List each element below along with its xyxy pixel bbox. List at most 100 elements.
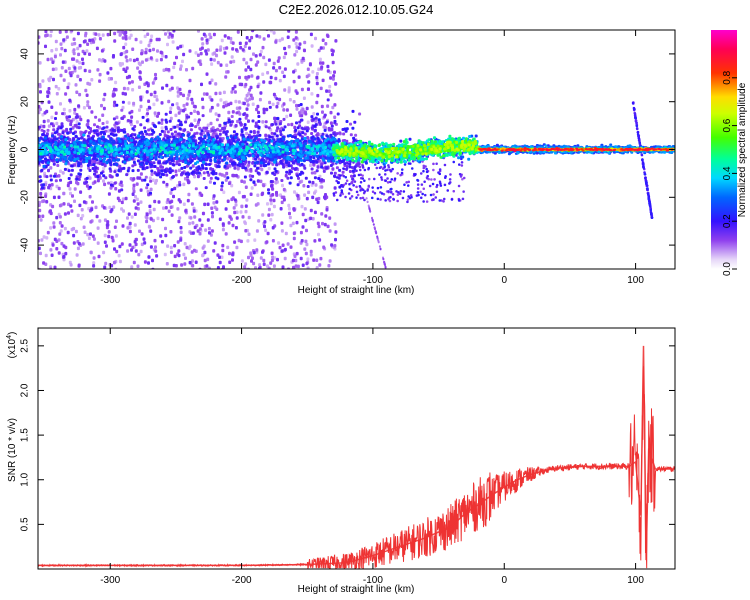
heatmap-cell — [160, 101, 164, 105]
heatmap-cell — [265, 107, 269, 112]
heatmap-cell — [269, 261, 273, 265]
heatmap-cell — [332, 192, 336, 195]
heatmap-cell — [366, 189, 369, 192]
heatmap-cell — [179, 44, 183, 49]
heatmap-cell — [137, 252, 141, 257]
heatmap-cell — [182, 202, 186, 206]
heatmap-cell — [155, 173, 159, 177]
heatmap-cell — [294, 258, 298, 263]
heatmap-cell — [98, 37, 102, 41]
heatmap-cell — [322, 245, 326, 249]
heatmap-cell — [372, 223, 375, 226]
heatmap-cell — [74, 229, 78, 234]
heatmap-cell — [204, 49, 208, 53]
heatmap-cell — [416, 178, 419, 182]
heatmap-cell — [44, 30, 48, 34]
heatmap-cell — [416, 187, 420, 190]
heatmap-cell — [160, 129, 164, 133]
heatmap-cell — [271, 226, 275, 230]
heatmap-cell — [114, 80, 118, 85]
heatmap-cell — [293, 125, 297, 130]
heatmap-cell — [60, 66, 64, 70]
heatmap-cell — [388, 199, 392, 203]
heatmap-cell — [170, 86, 174, 91]
heatmap-cell — [44, 34, 48, 38]
heatmap-cell — [205, 92, 209, 96]
heatmap-cell — [635, 124, 639, 128]
heatmap-cell — [248, 97, 252, 101]
heatmap-cell — [307, 190, 311, 195]
heatmap-cell — [221, 248, 225, 253]
heatmap-cell — [152, 207, 156, 212]
heatmap-cell — [91, 200, 94, 204]
heatmap-cell — [237, 100, 241, 104]
heatmap-cell — [432, 193, 435, 196]
heatmap-cell — [94, 115, 98, 119]
heatmap-cell — [254, 54, 258, 58]
heatmap-cell — [190, 250, 194, 254]
heatmap-cell — [93, 123, 96, 127]
heatmap-cell — [206, 239, 210, 243]
heatmap-cell — [274, 68, 278, 73]
heatmap-cell — [231, 223, 235, 228]
heatmap-cell — [240, 179, 244, 183]
heatmap-cell — [349, 122, 352, 126]
heatmap-cell — [46, 271, 49, 275]
heatmap-cell — [147, 99, 151, 103]
heatmap-cell — [431, 182, 435, 186]
heatmap-cell — [361, 174, 364, 177]
heatmap-cell — [352, 184, 355, 187]
heatmap-cell — [121, 100, 125, 104]
heatmap-cell — [310, 92, 314, 96]
heatmap-cell — [320, 212, 324, 216]
heatmap-cell — [71, 57, 74, 61]
heatmap-cell — [194, 125, 198, 129]
heatmap-cell — [54, 67, 58, 71]
heatmap-cell — [211, 129, 215, 133]
heatmap-cell — [208, 81, 212, 85]
heatmap-cell — [228, 215, 232, 219]
heatmap-cell — [419, 190, 422, 194]
heatmap-cell — [225, 63, 229, 67]
heatmap-cell — [139, 104, 143, 109]
heatmap-cell — [86, 100, 90, 104]
heatmap-cell — [136, 207, 140, 211]
heatmap-cell — [143, 126, 147, 130]
heatmap-cell — [133, 223, 137, 227]
heatmap-cell — [304, 176, 308, 180]
heatmap-cell — [250, 74, 254, 78]
heatmap-cell — [282, 187, 286, 192]
heatmap-cell — [120, 200, 124, 205]
heatmap-cell — [42, 261, 46, 265]
heatmap-cell — [202, 92, 206, 96]
heatmap-cell — [59, 229, 63, 233]
heatmap-cell — [420, 183, 424, 186]
heatmap-cell — [283, 125, 287, 129]
heatmap-cell — [290, 122, 294, 127]
heatmap-cell — [264, 163, 268, 167]
heatmap-cell — [110, 175, 114, 179]
heatmap-cell — [84, 31, 88, 36]
heatmap-cell — [191, 164, 195, 168]
heatmap-cell — [267, 162, 270, 166]
heatmap-cell — [461, 178, 464, 181]
heatmap-cell — [82, 200, 86, 204]
heatmap-cell — [45, 200, 49, 204]
heatmap-cell — [41, 79, 45, 83]
heatmap-cell — [303, 166, 307, 170]
heatmap-cell — [152, 102, 156, 107]
heatmap-cell — [225, 46, 229, 50]
heatmap-cell — [85, 176, 89, 180]
heatmap-cell — [236, 167, 240, 171]
heatmap-cell — [224, 207, 228, 211]
heatmap-cell — [326, 64, 330, 69]
heatmap-cell — [278, 38, 282, 43]
heatmap-cell — [368, 177, 371, 181]
heatmap-cell — [249, 192, 253, 196]
heatmap-cell — [159, 50, 163, 55]
heatmap-cell — [184, 209, 188, 213]
heatmap-cell — [44, 157, 47, 161]
heatmap-cell — [387, 190, 390, 193]
heatmap-cell — [185, 102, 189, 106]
heatmap-cell — [296, 194, 300, 198]
